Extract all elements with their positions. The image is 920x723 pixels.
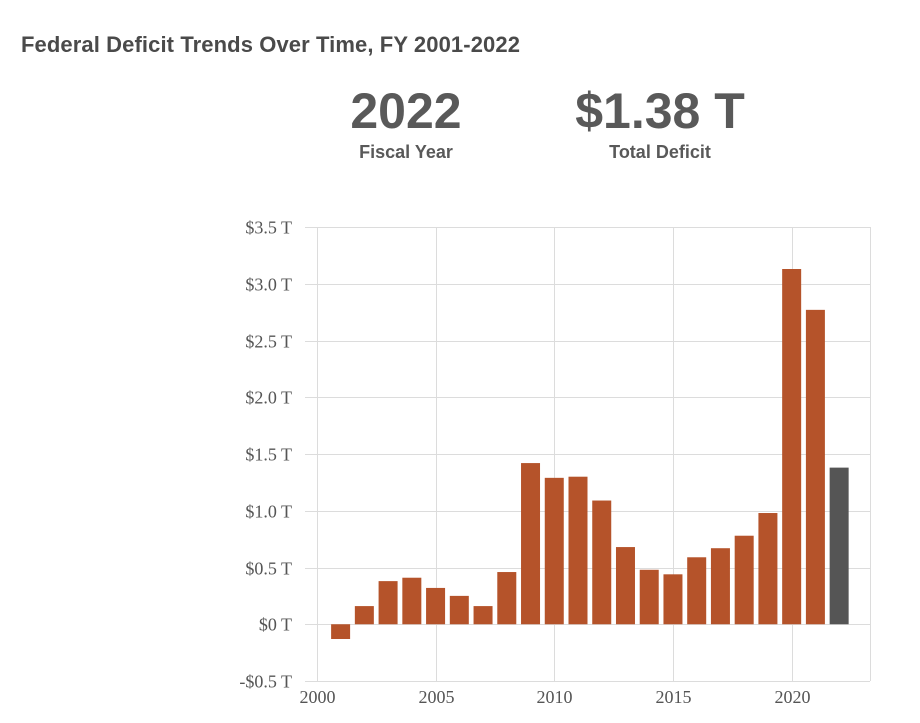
bar-2005[interactable] xyxy=(426,587,446,625)
y-axis-ticks: -$0.5 T $0 T $0.5 T $1.0 T $1.5 T $2.0 T $2.5 … xyxy=(239,218,292,692)
bars xyxy=(331,269,849,639)
bar-2017[interactable] xyxy=(710,548,730,625)
y-tick-label: $2.5 T xyxy=(245,332,292,352)
bar-2019[interactable] xyxy=(758,513,778,625)
fiscal-year-stat: 2022 Fiscal Year xyxy=(336,83,476,163)
bar-2004[interactable] xyxy=(402,577,422,625)
chart-title: Federal Deficit Trends Over Time, FY 200… xyxy=(21,32,521,57)
bar-2009[interactable] xyxy=(521,463,541,625)
bar-2021[interactable] xyxy=(805,309,825,625)
y-tick-label: $3.5 T xyxy=(245,218,292,238)
bar-2001[interactable] xyxy=(331,624,351,639)
bar-2002[interactable] xyxy=(354,606,374,625)
bar-2016[interactable] xyxy=(687,557,707,625)
bar-2012[interactable] xyxy=(592,500,612,625)
bar-2008[interactable] xyxy=(497,572,517,625)
bar-2015[interactable] xyxy=(663,574,683,625)
bar-2020[interactable] xyxy=(782,269,802,625)
y-tick-label: $0 T xyxy=(259,615,292,635)
bar-2013[interactable] xyxy=(615,547,635,625)
y-tick-label: $2.0 T xyxy=(245,388,292,408)
total-deficit-label: Total Deficit xyxy=(609,142,711,162)
y-tick-label: $1.5 T xyxy=(245,445,292,465)
y-tick-label: $3.0 T xyxy=(245,275,292,295)
bar-2006[interactable] xyxy=(449,595,469,625)
bar-2010[interactable] xyxy=(544,477,564,625)
total-deficit-stat: $1.38 T Total Deficit xyxy=(560,83,760,163)
x-tick-label: 2020 xyxy=(775,687,811,707)
x-axis-ticks: 2000 2005 2010 2015 2020 xyxy=(300,687,811,707)
bar-2018[interactable] xyxy=(734,535,754,625)
y-tick-label: -$0.5 T xyxy=(239,672,292,692)
bar-2007[interactable] xyxy=(473,606,493,625)
y-tick-label: $1.0 T xyxy=(245,502,292,522)
x-tick-label: 2000 xyxy=(300,687,336,707)
total-deficit-value: $1.38 T xyxy=(575,83,745,139)
bar-2003[interactable] xyxy=(378,581,398,625)
y-tick-label: $0.5 T xyxy=(245,559,292,579)
bar-2022[interactable] xyxy=(829,467,849,625)
fiscal-year-value: 2022 xyxy=(350,83,462,139)
x-tick-label: 2015 xyxy=(656,687,692,707)
x-tick-label: 2005 xyxy=(419,687,455,707)
bar-2011[interactable] xyxy=(568,476,588,625)
bar-2014[interactable] xyxy=(639,569,659,625)
x-tick-label: 2010 xyxy=(537,687,573,707)
fiscal-year-label: Fiscal Year xyxy=(359,142,453,162)
